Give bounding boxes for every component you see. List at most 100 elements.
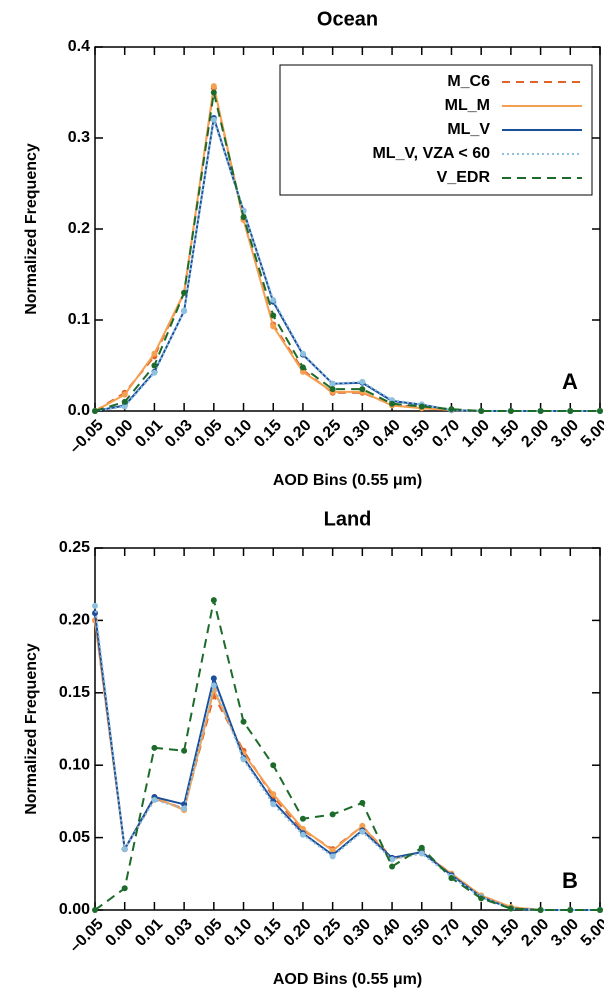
- data-point: [418, 403, 425, 410]
- panel-annotation: A: [562, 369, 578, 394]
- data-point: [151, 369, 158, 376]
- data-point: [92, 602, 98, 609]
- data-point: [299, 350, 306, 357]
- data-point: [359, 799, 366, 806]
- y-tick-label: 0.3: [68, 129, 90, 146]
- x-tick-label: 0.50: [400, 916, 434, 950]
- data-point: [270, 791, 277, 798]
- x-tick-label: 0.25: [310, 417, 344, 451]
- data-point: [270, 801, 277, 808]
- x-tick-label: –0.05: [66, 417, 106, 457]
- x-tick-label: 0.00: [102, 916, 136, 950]
- y-axis-label: Normalized Frequency: [23, 643, 40, 815]
- data-point: [121, 885, 128, 892]
- x-tick-label: 3.00: [548, 417, 582, 451]
- x-tick-label: 2.00: [518, 916, 552, 950]
- x-tick-label: 0.15: [251, 417, 285, 451]
- legend-label: V_EDR: [437, 169, 491, 186]
- data-point: [478, 895, 485, 902]
- y-tick-label: 0.20: [59, 612, 90, 629]
- legend-label: ML_V, VZA < 60: [372, 145, 490, 162]
- x-tick-label: 2.00: [518, 417, 552, 451]
- data-point: [329, 380, 336, 387]
- data-point: [448, 406, 455, 413]
- x-tick-label: 0.70: [429, 916, 463, 950]
- x-tick-label: 0.00: [102, 417, 136, 451]
- data-point: [92, 907, 98, 913]
- data-point: [151, 362, 158, 369]
- series-line: [94, 599, 600, 911]
- data-point: [537, 408, 544, 414]
- data-point: [121, 391, 128, 398]
- series-line: [94, 119, 600, 412]
- data-point: [537, 907, 544, 913]
- data-point: [478, 408, 485, 414]
- x-axis-label: AOD Bins (0.55 μm): [273, 472, 422, 489]
- data-point: [210, 675, 217, 682]
- data-point: [121, 846, 128, 853]
- chart-title: Land: [324, 508, 372, 530]
- x-tick-label: 5.00: [578, 916, 604, 950]
- y-tick-label: 0.00: [59, 901, 90, 918]
- data-point: [597, 408, 603, 414]
- x-tick-label: 1.50: [489, 916, 523, 950]
- data-point: [597, 907, 603, 913]
- data-point: [210, 89, 217, 96]
- data-point: [507, 408, 514, 414]
- x-tick-label: 0.25: [310, 916, 344, 950]
- x-tick-label: 0.03: [162, 916, 196, 950]
- series-line: [94, 613, 600, 911]
- x-tick-label: 0.03: [162, 417, 196, 451]
- data-point: [299, 815, 306, 822]
- chart-title: Ocean: [317, 8, 378, 30]
- series-line: [94, 92, 600, 412]
- data-point: [418, 850, 425, 857]
- data-point: [507, 905, 514, 912]
- x-axis-label: AOD Bins (0.55 μm): [273, 971, 422, 988]
- x-tick-label: 0.05: [192, 916, 226, 950]
- x-tick-label: 1.50: [489, 417, 523, 451]
- data-point: [151, 350, 158, 357]
- data-point: [210, 597, 217, 604]
- data-point: [359, 378, 366, 385]
- series-line: [94, 620, 600, 911]
- data-point: [299, 364, 306, 371]
- data-point: [240, 756, 247, 763]
- data-point: [92, 408, 98, 414]
- x-tick-label: 0.40: [370, 417, 404, 451]
- data-point: [329, 847, 336, 854]
- legend-label: ML_M: [445, 97, 490, 114]
- data-point: [359, 823, 366, 830]
- x-tick-label: 0.10: [221, 916, 255, 950]
- y-tick-label: 0.2: [68, 220, 90, 237]
- data-point: [389, 856, 396, 863]
- data-point: [359, 386, 366, 393]
- x-tick-label: 0.10: [221, 417, 255, 451]
- data-point: [329, 386, 336, 393]
- x-tick-label: 0.40: [370, 916, 404, 950]
- y-axis-label: Normalized Frequency: [23, 143, 40, 315]
- data-point: [270, 762, 277, 769]
- x-tick-label: 0.30: [340, 417, 374, 451]
- x-tick-label: 1.00: [459, 916, 493, 950]
- x-tick-label: 0.70: [429, 417, 463, 451]
- x-tick-label: 5.00: [578, 417, 604, 451]
- data-point: [299, 831, 306, 838]
- x-tick-label: 0.01: [132, 417, 166, 451]
- panel-annotation: B: [562, 868, 578, 893]
- legend-label: M_C6: [447, 73, 490, 90]
- data-point: [151, 796, 158, 803]
- data-point: [329, 853, 336, 860]
- data-point: [567, 408, 574, 414]
- data-point: [448, 875, 455, 882]
- x-tick-label: 0.20: [281, 916, 315, 950]
- x-tick-label: 0.50: [400, 417, 434, 451]
- data-point: [567, 907, 574, 913]
- x-tick-label: 0.20: [281, 417, 315, 451]
- x-tick-label: 0.05: [192, 417, 226, 451]
- data-point: [270, 323, 277, 330]
- data-point: [121, 403, 128, 410]
- x-tick-label: 0.01: [132, 916, 166, 950]
- x-tick-label: 3.00: [548, 916, 582, 950]
